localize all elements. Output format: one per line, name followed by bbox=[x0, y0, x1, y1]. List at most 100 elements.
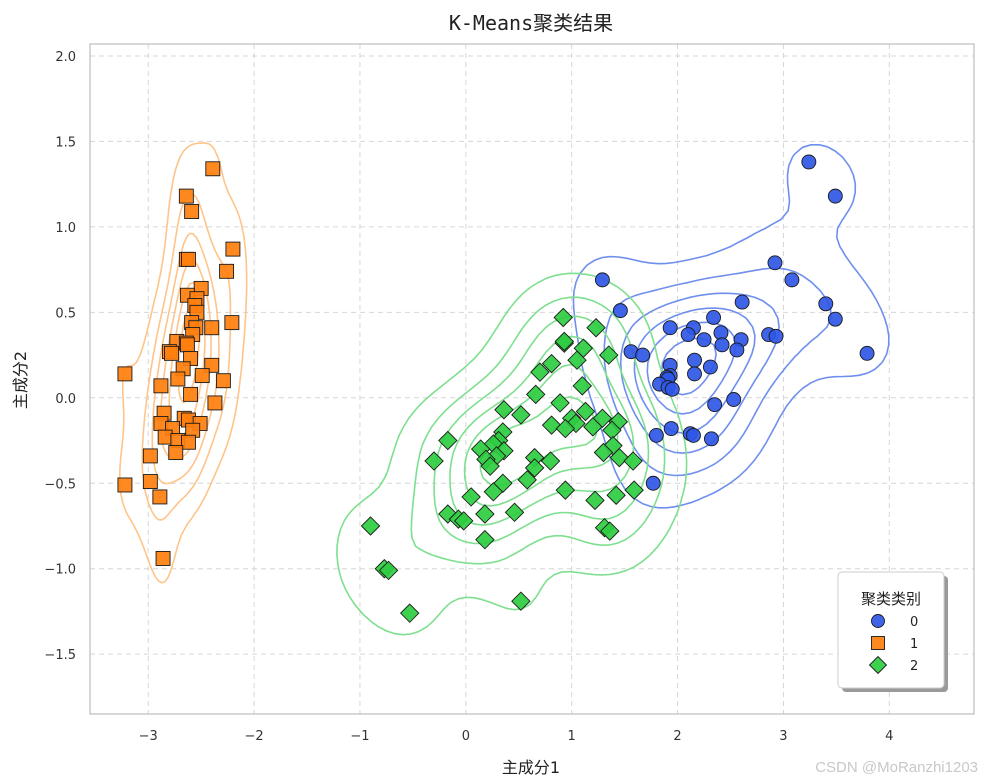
legend-label-0: 0 bbox=[910, 615, 918, 630]
point-cluster-2 bbox=[494, 400, 514, 420]
point-cluster-2 bbox=[623, 451, 643, 471]
legend-marker-2 bbox=[868, 655, 888, 675]
point-cluster-2 bbox=[553, 307, 573, 328]
point-cluster-0 bbox=[663, 421, 679, 437]
point-cluster-2 bbox=[438, 430, 458, 451]
contour-cluster-2 bbox=[336, 272, 688, 636]
y-tick-label: −1.5 bbox=[44, 648, 76, 663]
point-cluster-0 bbox=[706, 310, 722, 325]
y-tick-label: 2.0 bbox=[55, 50, 76, 65]
point-cluster-2 bbox=[555, 418, 576, 439]
point-cluster-2 bbox=[575, 401, 596, 422]
point-cluster-2 bbox=[504, 502, 525, 523]
point-cluster-1 bbox=[181, 434, 196, 450]
x-tick-label: 2 bbox=[673, 729, 681, 744]
legend-box bbox=[837, 571, 945, 689]
plot-frame bbox=[89, 43, 975, 715]
point-cluster-1 bbox=[142, 448, 158, 464]
point-cluster-1 bbox=[153, 378, 169, 394]
point-cluster-2 bbox=[438, 504, 458, 524]
x-tick-label: −1 bbox=[350, 729, 369, 744]
point-cluster-2 bbox=[525, 384, 546, 405]
data-points bbox=[117, 154, 875, 623]
point-cluster-2 bbox=[511, 405, 531, 425]
watermark: CSDN @MoRanzhi1203 bbox=[815, 759, 978, 776]
point-cluster-2 bbox=[360, 516, 381, 536]
point-cluster-2 bbox=[555, 480, 576, 500]
point-cluster-2 bbox=[475, 529, 495, 550]
point-cluster-0 bbox=[703, 431, 719, 447]
point-cluster-2 bbox=[554, 331, 575, 352]
point-cluster-2 bbox=[592, 408, 613, 429]
point-cluster-2 bbox=[541, 415, 562, 435]
point-cluster-0 bbox=[612, 303, 628, 319]
point-cluster-1 bbox=[184, 204, 200, 219]
point-cluster-2 bbox=[624, 480, 644, 500]
point-cluster-2 bbox=[461, 487, 481, 507]
point-cluster-0 bbox=[685, 427, 701, 443]
x-tick-label: −2 bbox=[245, 729, 264, 744]
point-cluster-1 bbox=[164, 345, 179, 361]
point-cluster-2 bbox=[453, 511, 474, 531]
point-cluster-2 bbox=[585, 490, 605, 511]
point-cluster-0 bbox=[687, 366, 702, 382]
point-cluster-2 bbox=[583, 417, 603, 437]
y-tick-label: −1.0 bbox=[44, 563, 76, 578]
point-cluster-1 bbox=[224, 315, 240, 331]
point-cluster-2 bbox=[399, 603, 420, 623]
point-cluster-2 bbox=[530, 362, 550, 382]
x-axis-ticks: −3 −2 −1 0 1 2 3 4 bbox=[139, 729, 894, 744]
point-cluster-2 bbox=[600, 521, 620, 541]
point-cluster-1 bbox=[225, 241, 241, 257]
y-tick-label: 1.0 bbox=[55, 221, 76, 236]
point-cluster-2 bbox=[475, 504, 495, 524]
point-cluster-0 bbox=[784, 272, 800, 288]
point-cluster-2 bbox=[480, 456, 500, 476]
point-cluster-2 bbox=[593, 442, 614, 463]
contour-cluster-0 bbox=[619, 292, 780, 454]
point-cluster-2 bbox=[378, 560, 399, 581]
point-cluster-2 bbox=[572, 376, 593, 396]
point-cluster-2 bbox=[424, 451, 444, 471]
point-cluster-2 bbox=[567, 350, 587, 370]
point-cluster-0 bbox=[696, 332, 712, 348]
point-cluster-0 bbox=[648, 427, 664, 443]
point-cluster-1 bbox=[179, 337, 195, 353]
y-tick-label: 0.5 bbox=[55, 306, 76, 321]
point-cluster-1 bbox=[142, 474, 158, 490]
chart-title: K-Means聚类结果 bbox=[449, 11, 613, 35]
point-cluster-1 bbox=[204, 320, 220, 336]
point-cluster-2 bbox=[524, 458, 545, 478]
point-cluster-0 bbox=[767, 255, 783, 271]
y-tick-label: 1.5 bbox=[55, 135, 76, 150]
point-cluster-0 bbox=[594, 272, 610, 288]
point-cluster-1 bbox=[215, 373, 231, 389]
y-axis-label: 主成分2 bbox=[11, 351, 30, 409]
point-cluster-1 bbox=[170, 371, 186, 387]
point-cluster-1 bbox=[205, 161, 221, 177]
point-cluster-0 bbox=[664, 381, 680, 397]
point-cluster-2 bbox=[609, 447, 630, 468]
point-cluster-1 bbox=[152, 489, 168, 505]
point-cluster-0 bbox=[734, 294, 750, 310]
point-cluster-0 bbox=[726, 392, 742, 407]
point-cluster-2 bbox=[540, 451, 561, 471]
point-cluster-2 bbox=[550, 393, 570, 413]
legend-marker-1 bbox=[871, 636, 885, 650]
point-cluster-0 bbox=[635, 347, 651, 363]
point-cluster-0 bbox=[702, 359, 718, 375]
point-cluster-2 bbox=[511, 591, 531, 611]
point-cluster-1 bbox=[178, 188, 194, 204]
point-cluster-2 bbox=[599, 345, 619, 365]
y-tick-label: 0.0 bbox=[55, 392, 76, 407]
x-tick-label: 4 bbox=[885, 729, 893, 744]
point-cluster-0 bbox=[645, 475, 661, 491]
legend-label-1: 1 bbox=[910, 637, 918, 652]
point-cluster-0 bbox=[729, 342, 745, 358]
point-cluster-2 bbox=[541, 353, 562, 374]
point-cluster-1 bbox=[219, 263, 235, 279]
point-cluster-1 bbox=[207, 395, 223, 411]
point-cluster-1 bbox=[194, 368, 210, 384]
point-cluster-1 bbox=[168, 445, 184, 460]
